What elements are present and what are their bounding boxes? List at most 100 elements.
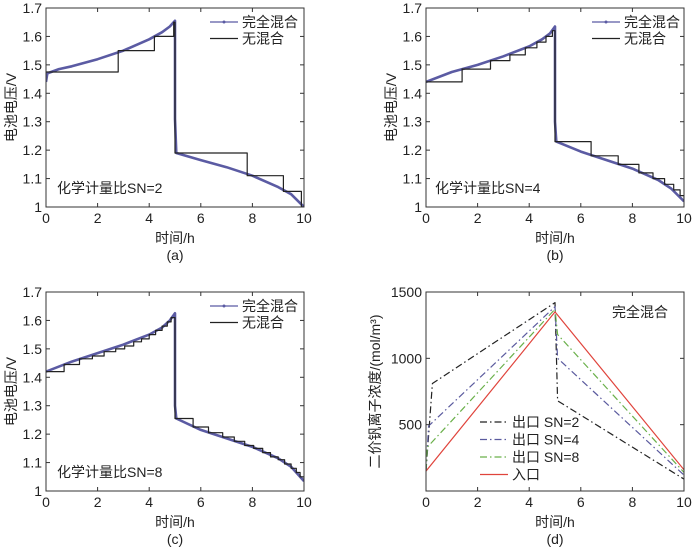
x-tick-label: 4 xyxy=(525,494,533,510)
x-tick-label: 4 xyxy=(145,494,153,510)
x-tick-label: 2 xyxy=(474,494,482,510)
chart-panel-a: 0 2 4 6 8 10 1 1.1 1.2 1.3 1.4 1.5 1.6 1.7 时间/h 电池电压/V (… xyxy=(3,0,312,263)
y-tick-label: 1 xyxy=(414,199,422,215)
legend-label: 完全混合 xyxy=(242,298,298,314)
y-tick-label: 1.4 xyxy=(23,369,43,385)
series-line-1 xyxy=(426,30,684,202)
legend-label: 出口 SN=8 xyxy=(512,449,580,465)
series-group xyxy=(426,25,684,203)
plot-frame xyxy=(425,7,685,208)
x-tick-label: 6 xyxy=(577,210,585,226)
panel-caption: (c) xyxy=(167,531,183,547)
y-tick-label: 1.1 xyxy=(23,171,43,187)
y-tick-label: 1.6 xyxy=(23,312,43,328)
y-tick-label: 500 xyxy=(399,417,423,433)
legend-label: 入口 xyxy=(512,467,540,483)
panel-annotation: 完全混合 xyxy=(612,304,668,320)
x-tick-label: 10 xyxy=(296,494,312,510)
y-tick-label: 1.4 xyxy=(23,85,43,101)
y-tick-label: 1.6 xyxy=(23,28,43,44)
panel-caption: (b) xyxy=(546,247,563,263)
legend-label: 出口 SN=2 xyxy=(512,414,580,430)
panel-caption: (a) xyxy=(166,247,183,263)
x-tick-label: 4 xyxy=(145,210,153,226)
x-tick-label: 0 xyxy=(42,494,50,510)
panel-annotation: 化学计量比SN=8 xyxy=(57,464,163,480)
x-tick-label: 6 xyxy=(197,494,205,510)
y-tick-label: 1.5 xyxy=(23,341,43,357)
series-line-0 xyxy=(426,302,684,480)
x-tick-label: 8 xyxy=(629,210,637,226)
legend-label: 完全混合 xyxy=(624,14,680,30)
y-tick-label: 1.2 xyxy=(23,426,43,442)
x-tick-label: 0 xyxy=(422,494,430,510)
x-tick-label: 8 xyxy=(629,494,637,510)
x-tick-label: 2 xyxy=(94,210,102,226)
panel-caption: (d) xyxy=(546,531,563,547)
y-tick-label: 1.7 xyxy=(23,0,43,16)
y-tick-label: 1000 xyxy=(391,350,422,366)
x-tick-label: 2 xyxy=(94,494,102,510)
plot-frame xyxy=(45,7,305,208)
series-line-1 xyxy=(46,21,304,207)
x-tick-label: 0 xyxy=(422,210,430,226)
legend-marker xyxy=(604,20,608,24)
series-line-1 xyxy=(426,306,684,476)
legend-label: 出口 SN=4 xyxy=(512,432,580,448)
series-line-2 xyxy=(426,308,684,473)
series-line-3 xyxy=(426,311,684,472)
legend-label: 无混合 xyxy=(624,31,666,47)
y-tick-label: 1.5 xyxy=(23,57,43,73)
chart-panel-c: 0 2 4 6 8 10 1 1.1 1.2 1.3 1.4 1.5 1.6 1.7 时间/h 电池电压/V (… xyxy=(3,284,312,547)
x-tick-label: 8 xyxy=(249,210,257,226)
y-axis-label: 电池电压/V xyxy=(3,356,19,426)
chart-panel-d: 0 2 4 6 8 10 500 1000 1500 时间/h 二价钒离子浓度/(mol/m³) (d… xyxy=(367,284,692,547)
x-tick-label: 10 xyxy=(676,210,692,226)
plot-frame xyxy=(45,291,305,492)
y-axis-label: 二价钒离子浓度/(mol/m³) xyxy=(367,315,383,469)
legend-label: 无混合 xyxy=(242,31,284,47)
y-tick-label: 1.3 xyxy=(403,114,423,130)
series-line-1 xyxy=(46,317,304,482)
x-axis-label: 时间/h xyxy=(155,514,195,530)
y-tick-label: 1.1 xyxy=(23,455,43,471)
legend-label: 完全混合 xyxy=(242,14,298,30)
x-tick-label: 6 xyxy=(197,210,205,226)
y-tick-label: 1.4 xyxy=(403,85,423,101)
x-tick-label: 10 xyxy=(676,494,692,510)
panel-annotation: 化学计量比SN=2 xyxy=(57,180,163,196)
y-axis-label: 电池电压/V xyxy=(383,72,399,142)
y-tick-label: 1 xyxy=(34,483,42,499)
x-axis-label: 时间/h xyxy=(155,230,195,246)
y-tick-label: 1500 xyxy=(391,284,422,300)
y-tick-label: 1.7 xyxy=(23,284,43,300)
y-tick-label: 1 xyxy=(34,199,42,215)
panel-annotation: 化学计量比SN=4 xyxy=(435,180,541,196)
y-tick-label: 1.3 xyxy=(23,114,43,130)
y-tick-label: 1.3 xyxy=(23,398,43,414)
legend: 出口 SN=2 出口 SN=4出口 SN=8 入口 xyxy=(480,414,580,483)
x-tick-label: 2 xyxy=(474,210,482,226)
series-line-0 xyxy=(46,19,304,207)
legend-marker xyxy=(222,304,226,308)
y-tick-label: 1.6 xyxy=(403,28,423,44)
y-tick-label: 1.2 xyxy=(23,142,43,158)
series-group xyxy=(426,302,684,480)
x-axis-label: 时间/h xyxy=(535,230,575,246)
x-tick-label: 10 xyxy=(296,210,312,226)
legend-marker xyxy=(222,20,226,24)
y-tick-label: 1.2 xyxy=(403,142,423,158)
chart-panel-b: 0 2 4 6 8 10 1 1.1 1.2 1.3 1.4 1.5 1.6 1.7 时间/h 电池电压/V (… xyxy=(383,0,692,263)
y-tick-label: 1.1 xyxy=(403,171,423,187)
x-tick-label: 0 xyxy=(42,210,50,226)
x-tick-label: 8 xyxy=(249,494,257,510)
x-axis-label: 时间/h xyxy=(535,514,575,530)
series-group xyxy=(46,19,304,207)
y-axis-label: 电池电压/V xyxy=(3,72,19,142)
x-tick-label: 6 xyxy=(577,494,585,510)
y-tick-label: 1.5 xyxy=(403,57,423,73)
